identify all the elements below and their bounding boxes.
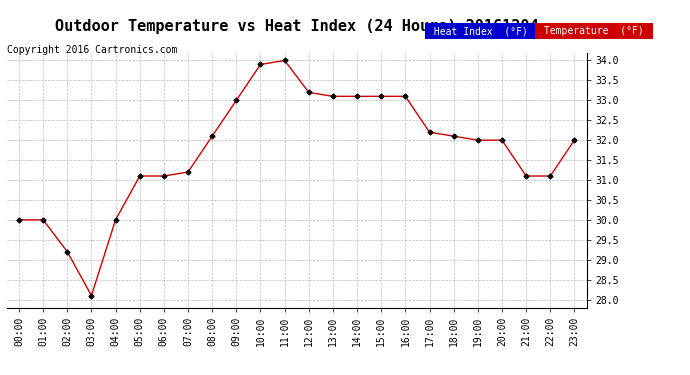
- Text: Outdoor Temperature vs Heat Index (24 Hours) 20161204: Outdoor Temperature vs Heat Index (24 Ho…: [55, 19, 538, 34]
- Text: Heat Index  (°F): Heat Index (°F): [428, 26, 533, 36]
- Text: Copyright 2016 Cartronics.com: Copyright 2016 Cartronics.com: [7, 45, 177, 55]
- Text: Temperature  (°F): Temperature (°F): [538, 26, 650, 36]
